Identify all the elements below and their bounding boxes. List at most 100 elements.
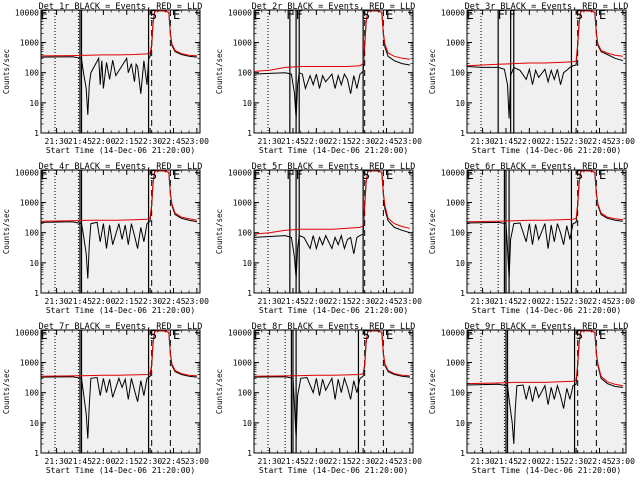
x-tick-label: 21:30 — [45, 457, 69, 466]
y-tick-label: 100 — [238, 389, 253, 398]
x-tick-label: 22:00 — [91, 457, 115, 466]
plot-data — [41, 170, 198, 293]
y-tick-label: 1000 — [233, 199, 252, 208]
x-axis-label: Start Time (14-Dec-06 21:20:00) — [472, 466, 621, 475]
x-tick-label: 23:00 — [398, 457, 422, 466]
x-axis-label: Start Time (14-Dec-06 21:20:00) — [46, 146, 195, 155]
y-tick-label: 10000 — [441, 328, 465, 337]
plot-area — [467, 170, 626, 293]
x-tick-label: 22:30 — [138, 137, 162, 146]
y-tick-label: 100 — [25, 229, 40, 238]
x-tick-label: 21:30 — [258, 457, 282, 466]
x-tick-label: 22:00 — [517, 137, 541, 146]
x-tick-label: 22:00 — [517, 457, 541, 466]
plot-area — [254, 10, 413, 133]
x-tick-label: 21:30 — [258, 137, 282, 146]
y-tick-label: 100 — [238, 69, 253, 78]
x-tick-label: 22:30 — [351, 137, 375, 146]
y-tick-label: 100 — [25, 69, 40, 78]
plot-title: Det 2r BLACK = Events, RED = LLD — [252, 2, 416, 12]
x-axis-label: Start Time (14-Dec-06 21:20:00) — [472, 306, 621, 315]
y-tick-label: 10000 — [15, 168, 39, 177]
time-marker-label: E — [599, 8, 606, 22]
y-tick-label: 1 — [460, 129, 465, 138]
time-marker-label: E — [467, 168, 474, 182]
x-tick-label: 22:00 — [91, 137, 115, 146]
time-marker-label: F — [286, 8, 293, 22]
x-tick-label: 22:15 — [541, 457, 565, 466]
plot-area — [467, 330, 626, 453]
x-tick-label: 22:00 — [517, 297, 541, 306]
lld-series-line — [41, 330, 197, 377]
y-tick-label: 1000 — [20, 359, 39, 368]
x-tick-label: 22:15 — [328, 137, 352, 146]
x-tick-label: 22:00 — [91, 297, 115, 306]
x-tick-label: 23:00 — [398, 137, 422, 146]
y-tick-label: 10 — [242, 419, 252, 428]
y-tick-label: 10 — [455, 419, 465, 428]
x-tick-label: 22:30 — [564, 457, 588, 466]
y-tick-label: 1 — [34, 129, 39, 138]
y-tick-label: 1000 — [446, 359, 465, 368]
x-tick-label: 22:00 — [304, 297, 328, 306]
time-marker-label: S — [576, 328, 583, 342]
x-tick-label: 22:45 — [587, 297, 611, 306]
time-marker-label: E — [41, 8, 48, 22]
x-tick-label: 22:15 — [328, 457, 352, 466]
y-tick-label: 1 — [247, 129, 252, 138]
x-tick-label: 22:30 — [564, 297, 588, 306]
lld-series-line — [41, 170, 197, 222]
time-marker-label: F — [286, 168, 293, 182]
plot-area — [41, 330, 200, 453]
y-tick-label: 1 — [247, 289, 252, 298]
y-axis-label: Counts/sec — [428, 209, 437, 254]
y-tick-label: 10 — [242, 99, 252, 108]
plot-area — [467, 10, 626, 133]
detector-panel: 1 10 100 1000 10000 21:30 21:45 22:00 22:15 22:30… — [2, 162, 209, 315]
plot-frame — [253, 9, 414, 134]
detector-panel: 1 10 100 1000 10000 21:30 21:45 22:00 22:15 22:30… — [428, 2, 635, 155]
lld-series-line — [467, 170, 623, 223]
lld-series-line — [467, 330, 623, 387]
x-tick-label: 22:30 — [564, 137, 588, 146]
x-tick-label: 21:30 — [45, 297, 69, 306]
plot-frame — [253, 169, 414, 294]
x-axis-label: Start Time (14-Dec-06 21:20:00) — [259, 146, 408, 155]
plot-title: Det 5r BLACK = Events, RED = LLD — [252, 162, 416, 172]
x-tick-label: 22:30 — [138, 457, 162, 466]
x-tick-label: 21:45 — [68, 297, 92, 306]
x-tick-label: 23:00 — [398, 297, 422, 306]
x-tick-label: 21:45 — [281, 137, 305, 146]
y-tick-label: 10 — [29, 419, 39, 428]
x-tick-label: 22:00 — [304, 137, 328, 146]
x-tick-label: 22:45 — [374, 297, 398, 306]
plot-frame — [466, 169, 627, 294]
x-tick-label: 23:00 — [185, 457, 209, 466]
time-marker-label: E — [386, 8, 393, 22]
detector-panel: 1 10 100 1000 10000 21:30 21:45 22:00 22:15 22:30… — [215, 322, 422, 475]
x-tick-label: 22:15 — [115, 297, 139, 306]
detector-panel: 1 10 100 1000 10000 21:30 21:45 22:00 22:15 22:30… — [428, 322, 635, 475]
plot-data — [254, 10, 410, 133]
x-tick-label: 21:30 — [258, 297, 282, 306]
time-marker-label: E — [467, 328, 474, 342]
time-marker-label: E — [173, 168, 180, 182]
x-tick-label: 22:30 — [351, 297, 375, 306]
x-tick-label: 23:00 — [611, 297, 635, 306]
lld-series-line — [254, 330, 410, 377]
plot-frame — [466, 329, 627, 454]
x-axis-label: Start Time (14-Dec-06 21:20:00) — [259, 306, 408, 315]
detector-panel: 1 10 100 1000 10000 21:30 21:45 22:00 22:15 22:30… — [215, 162, 422, 315]
x-tick-label: 22:15 — [328, 297, 352, 306]
plot-title: Det 8r BLACK = Events, RED = LLD — [252, 322, 416, 332]
plot-data — [41, 10, 197, 133]
y-tick-label: 1 — [460, 289, 465, 298]
plot-frame — [40, 9, 201, 134]
y-tick-label: 100 — [451, 69, 466, 78]
x-tick-label: 22:45 — [161, 457, 185, 466]
plot-frame — [253, 329, 414, 454]
x-tick-label: 22:30 — [351, 457, 375, 466]
time-marker-label: S — [150, 8, 157, 22]
x-tick-label: 22:15 — [541, 137, 565, 146]
time-marker-label: E — [173, 328, 180, 342]
